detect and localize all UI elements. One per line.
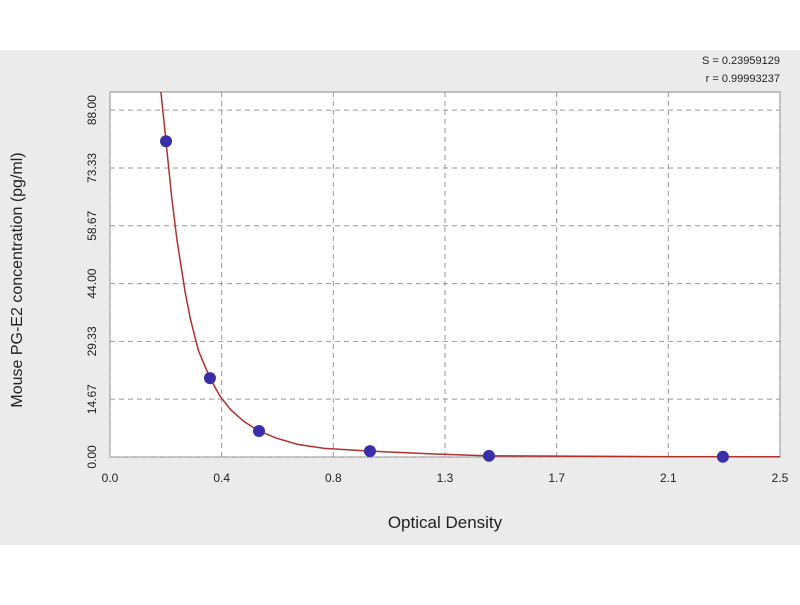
annotation: r = 0.99993237	[706, 73, 780, 85]
x-axis-label: Optical Density	[388, 513, 503, 532]
data-point	[363, 445, 376, 458]
data-point	[160, 135, 173, 148]
data-point	[203, 372, 216, 385]
x-tick-label: 1.3	[437, 471, 454, 485]
fit-curve	[160, 91, 781, 458]
y-tick-label: 0.00	[85, 445, 99, 469]
x-tick-label: 2.5	[772, 471, 789, 485]
x-tick-label: 2.1	[660, 471, 677, 485]
y-tick-label: 58.67	[85, 210, 99, 240]
annotation: S = 0.23959129	[702, 55, 780, 67]
data-point	[716, 450, 729, 463]
data-point	[253, 424, 266, 437]
y-tick-label: 29.33	[85, 326, 99, 356]
y-tick-label: 73.33	[85, 153, 99, 183]
x-tick-label: 1.7	[548, 471, 565, 485]
x-tick-label: 0.0	[102, 471, 119, 485]
y-axis-label: Mouse PG-E2 concentration (pg/ml)	[9, 152, 26, 407]
x-tick-label: 0.4	[213, 471, 230, 485]
y-tick-label: 14.67	[85, 384, 99, 414]
y-tick-label: 88.00	[85, 95, 99, 125]
data-point	[482, 449, 495, 462]
y-tick-label: 44.00	[85, 268, 99, 298]
x-tick-label: 0.8	[325, 471, 342, 485]
